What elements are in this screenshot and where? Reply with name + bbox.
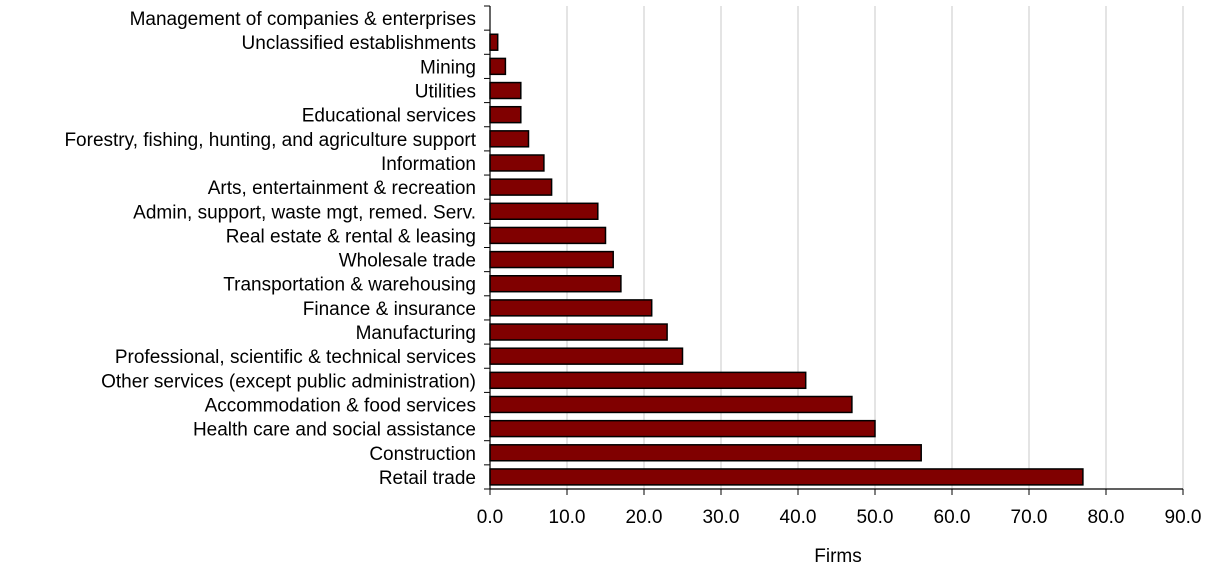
category-label: Health care and social assistance — [193, 420, 476, 441]
bars — [489, 33, 1084, 486]
category-label: Unclassified establishments — [242, 33, 476, 54]
category-label: Information — [381, 154, 476, 175]
x-axis-title: Firms — [814, 546, 861, 567]
category-label: Real estate & rental & leasing — [226, 226, 476, 247]
category-label: Retail trade — [379, 468, 476, 489]
x-tick-label: 10.0 — [549, 507, 586, 528]
bar — [489, 130, 530, 148]
x-tick-label: 60.0 — [934, 507, 971, 528]
bar — [489, 81, 522, 100]
category-label: Educational services — [302, 106, 476, 127]
bar — [489, 323, 668, 341]
x-tick-label: 50.0 — [857, 507, 894, 528]
bar — [489, 178, 553, 196]
category-label: Accommodation & food services — [205, 395, 476, 416]
category-label: Transportation & warehousing — [223, 275, 476, 296]
x-tick-label: 30.0 — [703, 507, 740, 528]
bar — [489, 395, 853, 414]
bar — [489, 444, 922, 462]
bar — [489, 226, 607, 245]
gridlines — [566, 6, 1184, 489]
axes — [484, 5, 1184, 495]
x-tick-label: 40.0 — [780, 507, 817, 528]
category-label: Utilities — [415, 82, 476, 103]
bar — [489, 468, 1084, 486]
bar — [489, 275, 622, 293]
bar — [489, 347, 684, 365]
x-tick-label: 70.0 — [1011, 507, 1048, 528]
category-label: Wholesale trade — [339, 251, 476, 272]
bar — [489, 154, 545, 172]
category-label: Management of companies & enterprises — [130, 9, 476, 30]
bar — [489, 419, 876, 438]
category-label: Other services (except public administra… — [101, 371, 476, 392]
category-label: Admin, support, waste mgt, remed. Serv. — [133, 202, 476, 223]
bar — [489, 202, 599, 220]
category-labels: Management of companies & enterprises Unc… — [64, 9, 476, 489]
x-tick-label: 80.0 — [1088, 507, 1125, 528]
category-label: Mining — [420, 57, 476, 78]
bar — [489, 33, 499, 51]
x-tick-label: 0.0 — [477, 507, 503, 528]
x-tick-label: 90.0 — [1165, 507, 1202, 528]
category-label: Professional, scientific & technical ser… — [115, 347, 476, 368]
category-label: Finance & insurance — [303, 299, 476, 320]
category-label: Arts, entertainment & recreation — [208, 178, 476, 199]
x-tick-labels: 0.0 10.0 20.0 30.0 40.0 50.0 60.0 70.0 80.0 90.0 — [477, 507, 1202, 528]
bar — [489, 299, 653, 317]
x-tick-label: 20.0 — [626, 507, 663, 528]
bar — [489, 371, 807, 390]
category-label: Forestry, fishing, hunting, and agricult… — [64, 130, 476, 151]
category-label: Construction — [369, 444, 476, 465]
bar — [489, 250, 614, 269]
category-label: Manufacturing — [356, 323, 476, 344]
bar — [489, 105, 522, 124]
bar — [489, 57, 507, 76]
